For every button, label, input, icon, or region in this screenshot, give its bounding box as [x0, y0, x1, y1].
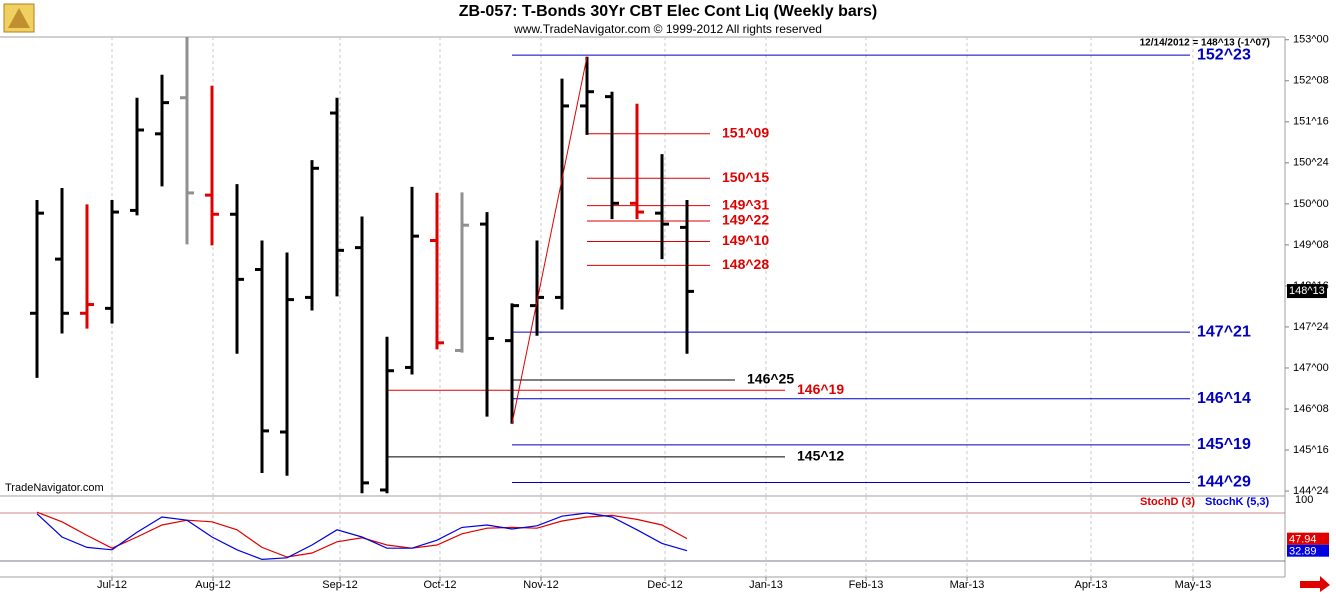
- x-tick-label: Apr-13: [1074, 579, 1107, 591]
- level-label: 145^12: [797, 448, 844, 464]
- y-tick-label: 147^24: [1293, 321, 1329, 333]
- legend-label: StochK (5,3): [1205, 496, 1270, 508]
- level-label: 151^09: [722, 124, 769, 140]
- last-value-box: [1287, 532, 1329, 545]
- level-label: 146^19: [797, 381, 844, 397]
- level-label: 149^10: [722, 232, 769, 248]
- level-label: 150^15: [722, 169, 769, 185]
- x-tick-label: Nov-12: [523, 579, 558, 591]
- y-tick-label: 145^16: [1293, 444, 1329, 456]
- quote-annotation: 12/14/2012 = 148^13 (-1^07): [1140, 38, 1270, 49]
- watermark: TradeNavigator.com: [5, 482, 104, 494]
- chart-subtitle: www.TradeNavigator.com © 1999-2012 All r…: [513, 22, 822, 36]
- last-value-label: 32.89: [1289, 546, 1317, 558]
- last-value-box: [1287, 544, 1329, 557]
- x-tick-label: Sep-12: [322, 579, 357, 591]
- x-tick-label: Jul-12: [97, 579, 127, 591]
- x-tick-label: Feb-13: [849, 579, 884, 591]
- x-tick-label: Mar-13: [950, 579, 985, 591]
- last-value-label: 47.94: [1289, 534, 1317, 546]
- scroll-arrow[interactable]: [1300, 576, 1330, 592]
- legend-label: StochD (3): [1140, 496, 1195, 508]
- y-tick-label: 153^00: [1293, 34, 1329, 46]
- y-tick-label: 147^00: [1293, 362, 1329, 374]
- x-tick-label: Dec-12: [647, 579, 682, 591]
- last-price-label: 148^13: [1289, 285, 1325, 297]
- y-tick-label: 149^08: [1293, 239, 1329, 251]
- y-tick-label: 151^16: [1293, 116, 1329, 128]
- y-tick-label: 150^24: [1293, 157, 1329, 169]
- logo-mark: [8, 8, 30, 28]
- y-tick-label: 146^08: [1293, 403, 1329, 415]
- series-line: [36, 511, 688, 558]
- x-tick-label: Oct-12: [423, 579, 456, 591]
- level-label: 152^23: [1197, 46, 1251, 63]
- x-tick-label: Jan-13: [749, 579, 783, 591]
- x-tick-label: May-13: [1175, 579, 1212, 591]
- level-label: 149^22: [722, 212, 769, 228]
- y-tick-label: 152^08: [1293, 75, 1329, 87]
- last-price-box: [1287, 284, 1327, 299]
- y-tick-label: 150^00: [1293, 198, 1329, 210]
- trend-line: [511, 56, 588, 424]
- logo: [3, 3, 35, 33]
- level-label: 149^31: [722, 196, 769, 212]
- level-label: 146^25: [747, 371, 794, 387]
- level-label: 147^21: [1197, 323, 1251, 340]
- level-label: 148^28: [722, 256, 769, 272]
- y-tick-label: 144^24: [1293, 485, 1329, 497]
- level-label: 144^29: [1197, 474, 1251, 491]
- level-label: 145^19: [1197, 436, 1251, 453]
- x-tick-label: Aug-12: [195, 579, 230, 591]
- chart-title: ZB-057: T-Bonds 30Yr CBT Elec Cont Liq (…: [459, 3, 877, 20]
- y-tick-label: 100: [1295, 494, 1313, 506]
- series-line: [36, 512, 688, 561]
- level-label: 146^14: [1197, 390, 1251, 407]
